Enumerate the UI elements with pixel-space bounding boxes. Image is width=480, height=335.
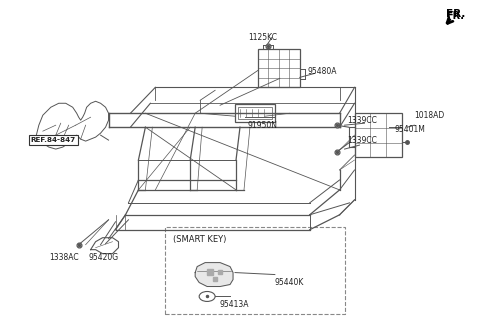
Text: 1339CC: 1339CC — [348, 136, 377, 145]
Text: 1018AD: 1018AD — [414, 111, 444, 120]
Bar — [355, 113, 402, 157]
Bar — [258, 50, 300, 87]
Bar — [235, 104, 275, 122]
Text: 1339CC: 1339CC — [348, 116, 377, 125]
Text: 95440K: 95440K — [275, 278, 304, 287]
Text: (SMART KEY): (SMART KEY) — [173, 235, 227, 244]
Text: 91950N: 91950N — [248, 121, 278, 130]
Text: FR.: FR. — [446, 11, 464, 21]
Bar — [238, 107, 272, 119]
Text: 1338AC: 1338AC — [49, 253, 78, 262]
Text: 95480A: 95480A — [308, 67, 337, 76]
Polygon shape — [195, 263, 233, 286]
Text: 95413A: 95413A — [219, 300, 249, 309]
Text: 1125KC: 1125KC — [248, 33, 277, 42]
Bar — [165, 227, 345, 314]
Text: 95401M: 95401M — [395, 125, 425, 134]
Text: 95420G: 95420G — [89, 253, 119, 262]
Text: FR.: FR. — [446, 9, 466, 19]
Text: REF.84-847: REF.84-847 — [31, 137, 76, 143]
